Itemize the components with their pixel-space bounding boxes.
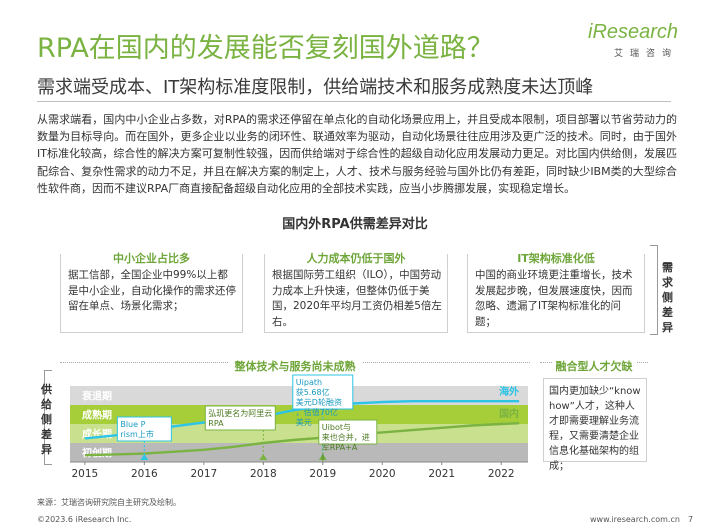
demand-box-heading: IT架构标准化低 (511, 252, 601, 265)
series-label: 国内 (499, 407, 519, 420)
demand-box-it-architecture: IT架构标准化低 中国的商业环境更注重增长，技术发展起步晚，但发展速度快，因而忽… (467, 252, 645, 333)
title-divider (37, 101, 671, 102)
page-title: RPA在国内的发展能否复刻国外道路？ (37, 33, 494, 64)
demand-box-heading: 人力成本仍低于国外 (300, 252, 412, 265)
x-tick-label: 2015 (72, 468, 99, 480)
series-label: 海外 (499, 385, 519, 398)
x-tick-label: 2021 (428, 468, 455, 480)
x-tick-label: 2019 (309, 468, 336, 480)
demand-box-sme: 中小企业占比多 据工信部，全国企业中99%以上都是中小企业，自动化操作的需求还停… (60, 252, 243, 333)
annotation-text: 弘玑更名为阿里云 RPA (208, 408, 272, 428)
demand-box-heading: 中小企业占比多 (107, 252, 196, 265)
demand-box-text: 根据国际劳工组织（ILO），中国劳动力成本上升快速，但整体仍低于美国，2020年… (272, 269, 442, 328)
page-subtitle: 需求端受成本、IT架构标准度限制，供给端技术和服务成熟度未达顶峰 (37, 77, 594, 98)
stage-band-label: 成熟期 (82, 409, 112, 422)
logo-sub: 艾瑞咨询 (614, 49, 679, 59)
source-note: 来源：艾瑞咨询研究院自主研究及绘制。 (37, 498, 181, 507)
stage-band-label: 衰退期 (81, 390, 112, 403)
demand-box-labor-cost: 人力成本仍低于国外 根据国际劳工组织（ILO），中国劳动力成本上升快速，但整体仍… (264, 252, 448, 333)
demand-side-label: 需求侧差异 (662, 261, 673, 334)
stage-band (70, 405, 528, 424)
stage-band (70, 443, 528, 462)
page-number: 7 (688, 515, 694, 524)
x-tick-label: 2018 (250, 468, 277, 480)
annotation-text: Uipath 获5.68亿美元D轮融资，估值70亿美元 (296, 378, 342, 427)
x-tick-label: 2022 (488, 468, 515, 480)
stage-band (70, 424, 528, 443)
body-paragraph: 从需求端看，国内中小企业占多数，对RPA的需求还停留在单点化的自动化场景应用上，… (37, 113, 677, 195)
demand-box-text: 中国的商业环境更注重增长，技术发展起步晚，但发展速度快，因而忽略、遗漏了IT架构… (475, 269, 633, 328)
annotation-box (292, 374, 354, 410)
annotation-box (318, 419, 378, 445)
brand-logo: iResearch 艾瑞咨询 (588, 21, 692, 61)
stage-band-label: 初创期 (82, 447, 112, 460)
annotation-marker (318, 454, 327, 460)
site-url: www.iresearch.com.cn (590, 515, 680, 524)
demand-box-text: 据工信部，全国企业中99%以上都是中小企业，自动化操作的需求还停留在单点、场景化… (68, 269, 236, 312)
talent-box-heading: 融合型人才欠缺 (551, 360, 637, 373)
talent-box-text: 国内更加缺少“know how”人才，这种人才即需要理解业务流程，又需要清楚企业… (549, 386, 641, 472)
talent-box: 国内更加缺少“know how”人才，这种人才即需要理解业务流程，又需要清楚企业… (543, 378, 647, 472)
copyright: ©2023.6 iResearch Inc. (37, 515, 132, 524)
logo-brand: iResearch (588, 21, 679, 43)
x-tick-label: 2020 (369, 468, 396, 480)
supply-side-bracket (44, 370, 52, 465)
comparison-title: 国内外RPA供需差异对比 (282, 217, 428, 232)
supply-side-label: 供给侧差异 (41, 383, 52, 456)
annotation-box (204, 405, 276, 431)
demand-side-bracket (650, 245, 658, 335)
annotation-text: Uibot与来也合并，进军RPA+A I (322, 423, 370, 462)
supply-box-heading: 整体技术与服务尚未成熟 (228, 360, 362, 373)
annotation-box (116, 416, 172, 442)
x-tick-label: 2017 (190, 468, 217, 480)
x-tick-label: 2016 (131, 468, 158, 480)
annotation-marker (140, 454, 149, 460)
annotation-marker (259, 454, 268, 460)
